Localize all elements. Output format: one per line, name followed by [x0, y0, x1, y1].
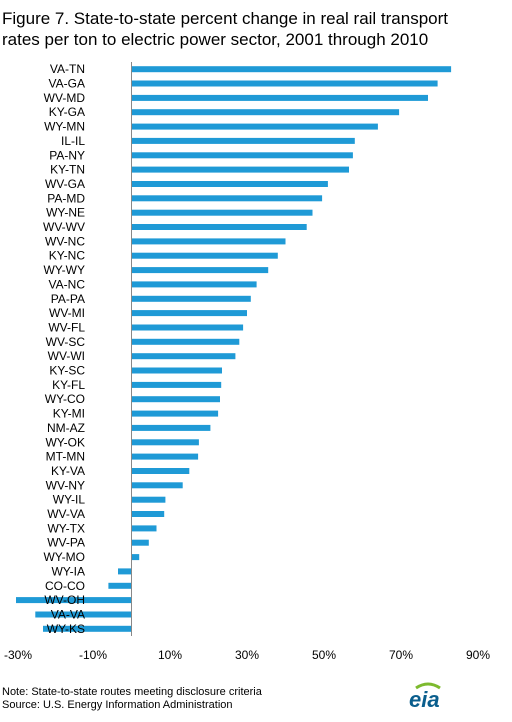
bar-ky-fl [131, 381, 222, 388]
category-label-ky-tn: KY-TN [50, 163, 85, 177]
eia-logo: eia [409, 682, 441, 712]
category-label-wy-il: WY-IL [53, 493, 86, 507]
category-labels-group: VA-TNVA-GAWV-MDKY-GAWY-MNIL-ILPA-NYKY-TN… [43, 62, 85, 636]
eia-logo-text: eia [409, 687, 440, 712]
category-label-wv-wi: WV-WI [48, 349, 85, 363]
x-tick-label: 30% [235, 648, 259, 662]
bar-ky-tn [131, 166, 349, 173]
category-label-wy-ne: WY-NE [46, 206, 85, 220]
bar-nm-az [131, 424, 211, 431]
category-label-va-ga: VA-GA [49, 77, 85, 91]
bar-wy-co [131, 396, 220, 403]
bar-wv-ny [131, 482, 183, 489]
x-tick-label: 10% [158, 648, 182, 662]
category-label-va-tn: VA-TN [50, 62, 85, 76]
category-label-wv-sc: WV-SC [46, 335, 86, 349]
bar-wy-ia [118, 568, 132, 575]
bar-ky-va [131, 468, 190, 474]
category-label-wy-mo: WY-MO [43, 550, 85, 564]
chart-title: Figure 7. State-to-state percent change … [2, 8, 510, 50]
category-label-va-va: VA-VA [51, 608, 85, 622]
bar-wy-ks [43, 625, 132, 632]
category-label-ky-fl: KY-FL [52, 378, 85, 392]
category-label-wv-ny: WV-NY [46, 478, 85, 492]
bar-wy-tx [131, 525, 157, 532]
bar-pa-md [131, 195, 323, 202]
category-label-wv-pa: WV-PA [47, 536, 85, 550]
category-label-wy-mn: WY-MN [44, 120, 85, 134]
x-tick-label: -30% [4, 648, 32, 662]
bar-il-il [131, 137, 355, 144]
bars-group [16, 66, 452, 632]
bar-wv-oh [16, 597, 132, 604]
category-label-ky-ga: KY-GA [49, 105, 85, 119]
category-label-wy-wy: WY-WY [43, 263, 85, 277]
bar-va-tn [131, 66, 452, 73]
bar-co-co [108, 582, 132, 589]
eia-logo-arc [415, 682, 441, 690]
bar-wv-wi [131, 353, 236, 360]
category-label-va-nc: VA-NC [49, 277, 86, 291]
category-label-wv-va: WV-VA [47, 507, 85, 521]
category-label-wy-ia: WY-IA [51, 564, 85, 578]
bar-pa-ny [131, 152, 353, 159]
bar-wv-ga [131, 181, 328, 187]
x-tick-label: 90% [466, 648, 490, 662]
category-label-wy-co: WY-CO [45, 392, 85, 406]
category-label-wv-wv: WV-WV [43, 220, 85, 234]
bar-wy-mo [131, 554, 140, 561]
category-label-nm-az: NM-AZ [47, 421, 85, 435]
x-tick-label: 70% [389, 648, 413, 662]
category-label-mt-mn: MT-MN [46, 450, 85, 464]
bar-wv-pa [131, 539, 149, 546]
category-label-wy-ks: WY-KS [47, 622, 85, 636]
category-label-wv-md: WV-MD [44, 91, 86, 105]
category-label-ky-va: KY-VA [51, 464, 85, 478]
bar-wy-mn [131, 123, 378, 130]
category-label-ky-sc: KY-SC [49, 364, 85, 378]
bar-wv-sc [131, 338, 240, 345]
bar-wv-mi [131, 310, 247, 317]
title-line-2: rates per ton to electric power sector, … [2, 30, 429, 49]
category-label-co-co: CO-CO [45, 579, 85, 593]
x-tick-labels-group: -30% -10% 10% 30% 50% 70% 90% [4, 648, 490, 662]
category-label-pa-ny: PA-NY [49, 148, 85, 162]
title-line-1: Figure 7. State-to-state percent change … [2, 9, 449, 28]
category-label-pa-md: PA-MD [47, 191, 85, 205]
bar-va-nc [131, 281, 257, 288]
bar-wy-ok [131, 439, 199, 446]
x-tick-label: -10% [79, 648, 107, 662]
x-tick-label: 50% [312, 648, 336, 662]
bar-va-ga [131, 80, 438, 87]
category-label-wv-nc: WV-NC [45, 234, 85, 248]
category-label-wv-ga: WV-GA [45, 177, 85, 191]
category-label-wv-mi: WV-MI [49, 306, 85, 320]
category-label-wy-ok: WY-OK [45, 435, 85, 449]
category-label-ky-nc: KY-NC [49, 249, 86, 263]
bar-ky-ga [131, 109, 400, 116]
bar-wv-wv [131, 224, 307, 230]
bar-wv-va [131, 511, 165, 517]
bar-wy-ne [131, 209, 313, 216]
category-label-wy-tx: WY-TX [47, 521, 85, 535]
bar-wy-wy [131, 267, 269, 274]
bar-wy-il [131, 496, 166, 503]
category-label-ky-mi: KY-MI [53, 407, 85, 421]
bar-ky-mi [131, 410, 219, 417]
category-label-wv-fl: WV-FL [48, 321, 85, 335]
bar-ky-nc [131, 252, 278, 259]
bar-wv-nc [131, 238, 286, 245]
bar-wv-md [131, 94, 428, 101]
bar-ky-sc [131, 367, 222, 374]
bar-va-va [35, 611, 132, 618]
category-label-il-il: IL-IL [61, 134, 85, 148]
category-label-wv-oh: WV-OH [44, 593, 85, 607]
bar-wv-fl [131, 324, 244, 331]
category-label-pa-pa: PA-PA [51, 292, 85, 306]
chart-note: Note: State-to-state routes meeting disc… [2, 686, 262, 698]
chart-source: Source: U.S. Energy Information Administ… [2, 699, 233, 711]
bar-mt-mn [131, 453, 199, 460]
bar-pa-pa [131, 295, 251, 302]
